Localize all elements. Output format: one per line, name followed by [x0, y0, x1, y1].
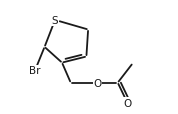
Text: O: O [94, 78, 102, 88]
Text: O: O [123, 98, 132, 108]
Text: S: S [52, 16, 58, 26]
Text: Br: Br [29, 66, 41, 76]
